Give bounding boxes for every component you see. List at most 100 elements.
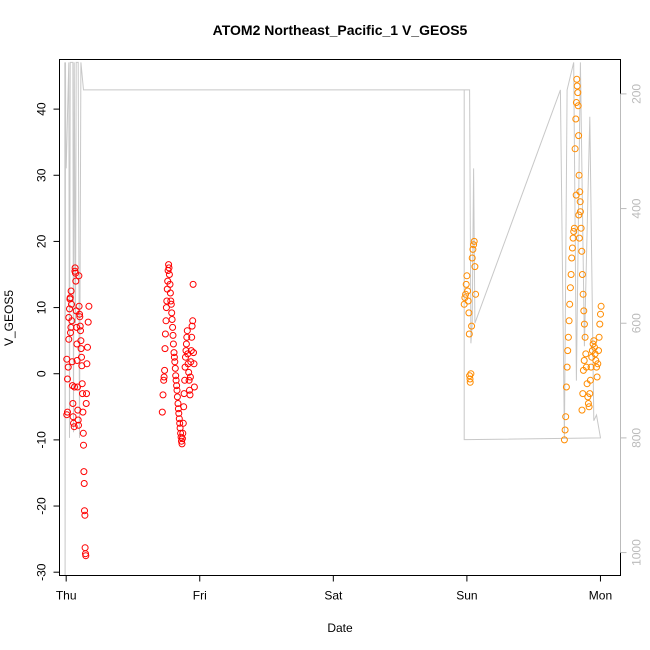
data-point (76, 322, 84, 330)
data-point (575, 132, 583, 140)
secondary-y-axis: 200 400 600 800 1000 (620, 84, 644, 566)
data-point (185, 376, 193, 384)
data-point (562, 383, 570, 391)
data-point (580, 320, 588, 328)
y-tick-label: 30 (35, 168, 49, 182)
data-point (76, 310, 83, 318)
data-point (468, 254, 476, 262)
data-point (576, 208, 584, 216)
data-point (166, 289, 174, 297)
y2-tick-label: 1000 (630, 539, 644, 566)
data-point (593, 363, 600, 371)
data-point (74, 383, 81, 391)
data-point (68, 317, 76, 325)
data-point (78, 353, 85, 361)
data-point (561, 426, 569, 434)
data-point (464, 297, 472, 305)
data-point (597, 310, 604, 318)
data-point (567, 271, 575, 278)
x-axis-label: Date (327, 621, 353, 635)
data-point (171, 364, 179, 372)
data-point (579, 290, 587, 298)
data-point (188, 333, 196, 341)
data-point (577, 224, 585, 232)
data-point (162, 304, 170, 312)
data-point (77, 345, 85, 353)
data-point (158, 408, 166, 416)
data-point (586, 390, 594, 398)
data-points-layer (63, 75, 605, 560)
data-point (466, 378, 474, 386)
data-point (178, 435, 186, 443)
data-point (65, 335, 73, 343)
data-point (188, 322, 196, 330)
data-point (586, 376, 594, 384)
data-point (84, 318, 92, 326)
y-tick-label: 0 (35, 370, 49, 377)
data-point (161, 330, 169, 338)
data-point (169, 340, 177, 348)
data-point (64, 363, 72, 371)
data-point (160, 373, 168, 381)
data-point (182, 340, 190, 348)
data-point (189, 317, 197, 325)
data-point (80, 468, 88, 476)
data-point (596, 320, 604, 328)
data-point (590, 337, 598, 345)
data-point (578, 247, 586, 255)
data-point (566, 284, 574, 292)
data-point (584, 400, 592, 407)
data-point (580, 307, 588, 315)
data-point (64, 375, 71, 383)
data-point (73, 357, 81, 364)
data-point (190, 360, 198, 368)
data-point (568, 244, 576, 252)
data-point (581, 333, 589, 341)
data-point (172, 376, 180, 384)
data-point (163, 297, 171, 305)
data-point (580, 357, 588, 364)
data-point (587, 363, 595, 371)
data-point (165, 271, 173, 278)
data-point (161, 366, 169, 374)
data-point (79, 408, 87, 416)
x-tick-label: Mon (589, 589, 612, 603)
y-axis-label: V_GEOS5 (2, 290, 16, 346)
data-point (173, 382, 181, 390)
data-point (573, 82, 581, 90)
data-point (579, 390, 587, 398)
data-point (468, 322, 476, 330)
data-point (170, 349, 178, 357)
data-point (467, 370, 475, 378)
data-point (85, 302, 93, 310)
data-point (470, 241, 478, 249)
data-point (161, 345, 169, 353)
data-point (168, 316, 176, 323)
data-point (576, 198, 584, 206)
x-tick-label: Sun (456, 589, 477, 603)
data-point (160, 376, 168, 384)
data-point (78, 380, 86, 388)
data-point (76, 313, 84, 321)
data-point (595, 347, 602, 355)
data-point (579, 366, 587, 374)
data-point (70, 423, 78, 431)
data-point (181, 376, 189, 384)
data-point (165, 264, 173, 272)
y-tick-label: 40 (35, 102, 49, 116)
data-point (575, 234, 583, 242)
x-tick-label: Fri (193, 589, 207, 603)
data-point (174, 400, 182, 407)
data-point (79, 429, 87, 437)
data-point (589, 340, 597, 348)
data-point (176, 424, 184, 432)
y2-tick-label: 600 (630, 313, 644, 333)
data-point (72, 277, 80, 285)
data-point (570, 228, 578, 235)
data-point (177, 433, 185, 441)
data-point (71, 383, 78, 391)
data-point (75, 272, 83, 280)
data-point (466, 372, 474, 380)
x-tick-label: Thu (56, 589, 77, 603)
